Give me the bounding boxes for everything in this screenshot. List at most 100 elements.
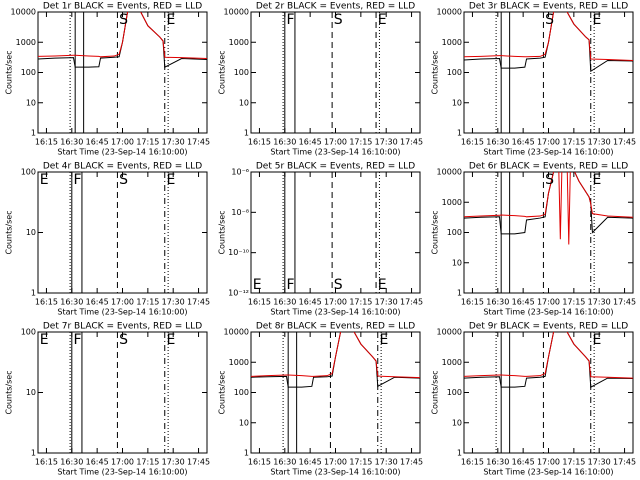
x-tick-label: 17:30 [375, 138, 398, 147]
plot-frame [463, 171, 634, 294]
event-label: E [592, 332, 601, 348]
y-tick-label: 100 [234, 68, 249, 77]
x-tick-label: 17:30 [162, 138, 185, 147]
y-tick-label: 1000 [229, 358, 249, 367]
chart-title: Det 1r BLACK = Events, RED = LLD [43, 2, 202, 12]
x-tick-label: 17:00 [324, 458, 347, 467]
x-tick-label: 16:30 [486, 458, 509, 467]
series-line [464, 332, 633, 379]
y-tick-label: 10⁻¹² [228, 289, 249, 298]
y-tick-label: 10⁻⁸ [231, 208, 249, 217]
x-axis-label: Start Time (23-Sep-14 16:10:00) [270, 148, 400, 157]
x-tick-label: 16:15 [461, 138, 484, 147]
y-tick-label: 10000 [437, 168, 462, 177]
y-tick-label: 10 [239, 418, 249, 427]
plot-frame [250, 11, 421, 134]
x-tick-label: 16:30 [273, 458, 296, 467]
x-tick-label: 17:15 [349, 138, 372, 147]
y-tick-label: 1000 [442, 358, 462, 367]
plot-frame [37, 11, 208, 134]
y-tick-label: 1 [31, 449, 36, 458]
y-axis-label: Counts/sec [5, 370, 14, 414]
x-axis-label: Start Time (23-Sep-14 16:10:00) [483, 308, 613, 317]
series-line [464, 172, 633, 245]
x-tick-label: 16:30 [273, 138, 296, 147]
y-tick-label: 10 [452, 98, 462, 107]
x-axis-label: Start Time (23-Sep-14 16:10:00) [270, 468, 400, 477]
y-tick-label: 10000 [11, 8, 36, 17]
y-tick-label: 10⁻¹⁰ [228, 248, 249, 257]
x-tick-label: 17:45 [187, 298, 210, 307]
x-tick-label: 16:15 [35, 138, 58, 147]
plot-frame [37, 331, 208, 454]
event-label: E [166, 12, 175, 28]
y-axis-label: Counts/sec [218, 210, 227, 254]
panel: 1 10 100 16:15 16:30 16:45 17:00 17:15 17:30 17:4… [5, 162, 211, 317]
y-tick-label: 100 [21, 68, 36, 77]
x-tick-label: 16:15 [248, 458, 271, 467]
x-axis-label: Start Time (23-Sep-14 16:10:00) [57, 308, 187, 317]
x-tick-label: 16:45 [86, 298, 109, 307]
y-tick-label: 10000 [437, 8, 462, 17]
x-tick-label: 17:00 [324, 138, 347, 147]
event-label: S [545, 172, 554, 188]
x-tick-label: 17:45 [613, 458, 636, 467]
x-tick-label: 16:45 [86, 138, 109, 147]
plot-frame [37, 171, 208, 294]
x-tick-label: 17:30 [375, 458, 398, 467]
x-axis-label: Start Time (23-Sep-14 16:10:00) [270, 308, 400, 317]
x-tick-label: 17:45 [400, 458, 423, 467]
event-label: S [119, 332, 128, 348]
y-tick-label: 1 [457, 289, 462, 298]
x-tick-label: 16:30 [60, 298, 83, 307]
x-tick-label: 16:15 [461, 458, 484, 467]
y-tick-label: 10⁻⁶ [231, 168, 249, 177]
x-tick-label: 16:45 [512, 138, 535, 147]
x-tick-label: 17:15 [136, 298, 159, 307]
chart-title: Det 9r BLACK = Events, RED = LLD [469, 322, 628, 332]
event-label: S [334, 277, 343, 293]
x-tick-label: 17:15 [349, 298, 372, 307]
y-tick-label: 1 [244, 449, 249, 458]
event-label: E [40, 172, 49, 188]
x-tick-label: 17:15 [562, 138, 585, 147]
x-tick-label: 17:15 [562, 298, 585, 307]
x-tick-label: 17:30 [375, 298, 398, 307]
event-label: S [119, 172, 128, 188]
x-tick-label: 16:45 [299, 458, 322, 467]
x-tick-label: 16:30 [60, 458, 83, 467]
event-label: E [40, 332, 49, 348]
x-tick-label: 17:30 [162, 458, 185, 467]
event-label: E [166, 332, 175, 348]
x-tick-label: 16:45 [512, 458, 535, 467]
x-tick-label: 17:15 [136, 458, 159, 467]
x-tick-label: 16:15 [461, 298, 484, 307]
x-axis-label: Start Time (23-Sep-14 16:10:00) [483, 468, 613, 477]
y-tick-label: 1000 [442, 38, 462, 47]
y-tick-label: 1 [457, 129, 462, 138]
y-tick-label: 1 [457, 449, 462, 458]
y-axis-label: Counts/sec [5, 210, 14, 254]
y-tick-label: 1000 [442, 198, 462, 207]
y-tick-label: 10 [239, 98, 249, 107]
event-label: S [119, 12, 128, 28]
x-tick-label: 16:15 [248, 298, 271, 307]
y-tick-label: 1000 [16, 38, 36, 47]
event-label: F [73, 172, 81, 188]
x-tick-label: 16:30 [486, 138, 509, 147]
x-tick-label: 17:00 [324, 298, 347, 307]
x-tick-label: 16:30 [486, 298, 509, 307]
y-tick-label: 10000 [224, 328, 249, 337]
plot-frame [250, 331, 421, 454]
event-label: E [592, 172, 601, 188]
y-tick-label: 100 [447, 388, 462, 397]
y-tick-label: 100 [234, 388, 249, 397]
panel: 1 10 100 16:15 16:30 16:45 17:00 17:15 17:30 17:4… [5, 322, 211, 477]
event-label: F [286, 12, 294, 28]
x-tick-label: 16:15 [35, 458, 58, 467]
y-tick-label: 100 [447, 68, 462, 77]
x-tick-label: 16:45 [512, 298, 535, 307]
event-label: E [253, 277, 262, 293]
x-tick-label: 17:00 [537, 138, 560, 147]
panel: 1 10 100 1000 10000 16:15 16:30 16:45 17:00 17:15… [431, 162, 637, 317]
